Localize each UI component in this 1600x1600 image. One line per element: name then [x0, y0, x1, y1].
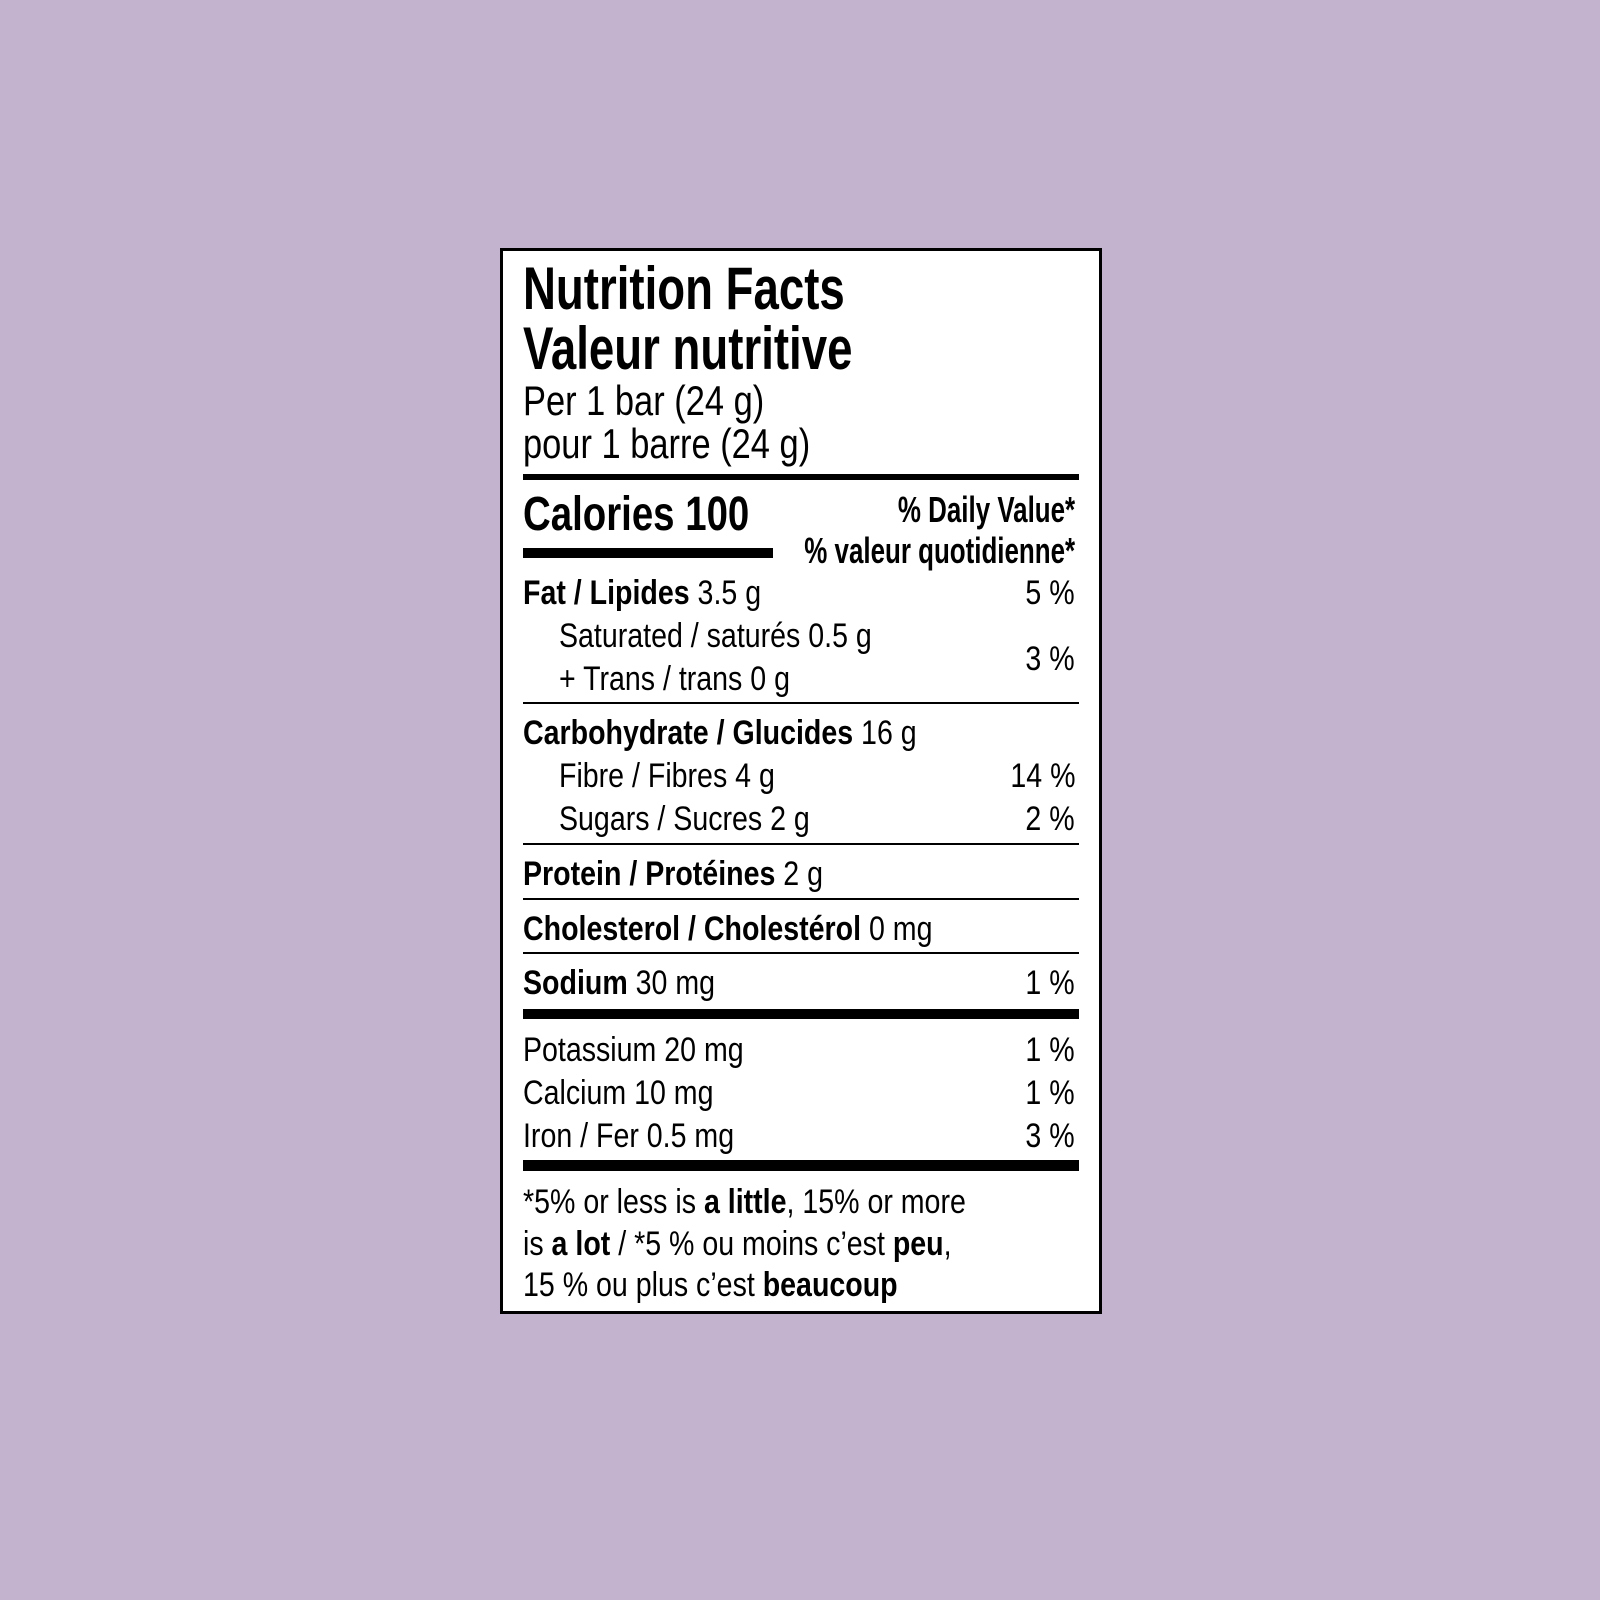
divider	[523, 702, 1079, 704]
protein-row: Protein / Protéines 2 g	[523, 855, 823, 893]
serving-size-en: Per 1 bar (24 g)	[523, 377, 765, 424]
calories: Calories 100	[523, 488, 750, 541]
sodium-row: Sodium 30 mg	[523, 964, 716, 1002]
calcium-dv: 1 %	[1025, 1074, 1075, 1112]
saturated-row: Saturated / saturés 0.5 g	[559, 617, 872, 655]
fat-dv: 5 %	[1025, 574, 1075, 612]
potassium-row: Potassium 20 mg	[523, 1031, 744, 1069]
divider	[523, 843, 1079, 845]
serving-size-fr: pour 1 barre (24 g)	[523, 420, 811, 467]
title-fr: Valeur nutritive	[523, 315, 853, 382]
daily-value-header-en: % Daily Value*	[897, 489, 1075, 530]
sodium-dv: 1 %	[1025, 964, 1075, 1002]
carbohydrate-row: Carbohydrate / Glucides 16 g	[523, 714, 917, 752]
iron-row: Iron / Fer 0.5 mg	[523, 1117, 735, 1155]
cholesterol-row: Cholesterol / Cholestérol 0 mg	[523, 910, 933, 948]
iron-dv: 3 %	[1025, 1117, 1075, 1155]
fat-row: Fat / Lipides 3.5 g	[523, 574, 762, 612]
sugars-dv: 2 %	[1025, 800, 1075, 838]
footnote-line-3: 15 % ou plus c’est beaucoup	[523, 1266, 898, 1304]
sugars-row: Sugars / Sucres 2 g	[559, 800, 810, 838]
potassium-dv: 1 %	[1025, 1031, 1075, 1069]
calories-bar	[523, 548, 773, 558]
title-en: Nutrition Facts	[523, 255, 845, 322]
divider	[523, 952, 1079, 954]
footnote-line-1: *5% or less is a little, 15% or more	[523, 1183, 966, 1221]
nutrition-facts-label: Nutrition Facts Valeur nutritive Per 1 b…	[500, 248, 1102, 1314]
sat-trans-dv: 3 %	[1025, 640, 1075, 678]
fibre-dv: 14 %	[1009, 757, 1075, 795]
fibre-row: Fibre / Fibres 4 g	[559, 757, 775, 795]
daily-value-header-fr: % valeur quotidienne*	[804, 530, 1075, 571]
divider-thick	[523, 1009, 1079, 1019]
divider	[523, 898, 1079, 900]
trans-row: + Trans / trans 0 g	[559, 660, 790, 698]
calcium-row: Calcium 10 mg	[523, 1074, 714, 1112]
footnote-line-2: is a lot / *5 % ou moins c’est peu,	[523, 1225, 952, 1263]
divider-thick	[523, 1160, 1079, 1171]
divider-thick	[523, 474, 1079, 480]
